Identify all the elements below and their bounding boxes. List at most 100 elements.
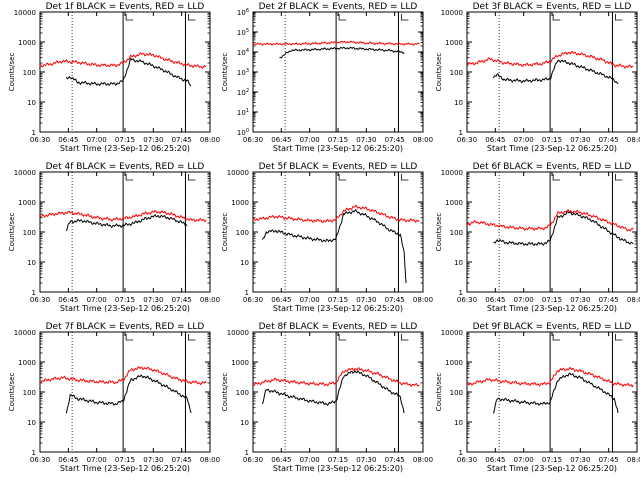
y-tick-label: 1000 <box>445 199 463 207</box>
marker-bracket <box>188 14 196 21</box>
marker-bracket <box>188 174 196 181</box>
events-series-line <box>261 209 407 284</box>
y-tick-label: 10 <box>454 419 463 427</box>
lld-series-line <box>252 204 420 224</box>
lld-series-line <box>39 52 207 69</box>
y-tick-label: 100 <box>23 69 36 77</box>
y-tick-label: 1 <box>459 289 463 297</box>
x-tick-label: 07:00 <box>514 456 534 464</box>
x-tick-label: 07:45 <box>172 296 192 304</box>
x-axis-label: Start Time (23-Sep-12 06:25:20) <box>60 304 190 313</box>
x-tick-label: 07:15 <box>542 136 562 144</box>
y-tick-label: 10 <box>27 99 36 107</box>
x-tick-label: 07:45 <box>599 296 619 304</box>
x-tick-label: 07:00 <box>514 296 534 304</box>
x-tick-label: 07:30 <box>143 296 163 304</box>
panel: Det 9f BLACK = Events, RED = LLD Counts/s… <box>435 322 640 473</box>
lld-series-line <box>39 366 207 385</box>
x-tick-label: 07:45 <box>599 136 619 144</box>
y-tick-label: 1 <box>245 289 249 297</box>
panel: Det 8f BLACK = Events, RED = LLD Counts/s… <box>221 322 433 473</box>
events-series-line <box>493 211 634 246</box>
x-axis-label: Start Time (23-Sep-12 06:25:20) <box>487 144 617 153</box>
y-axis-label: Counts/sec <box>221 53 229 92</box>
x-tick-label: 07:30 <box>143 136 163 144</box>
x-tick-label: 07:30 <box>570 296 590 304</box>
x-tick-label: 07:30 <box>143 456 163 464</box>
panel-title: Det 1f BLACK = Events, RED = LLD <box>46 2 205 12</box>
x-tick-label: 08:00 <box>627 456 640 464</box>
lld-series-line <box>252 40 420 46</box>
x-axis-label: Start Time (23-Sep-12 06:25:20) <box>273 304 403 313</box>
y-tick-label: 10000 <box>14 169 36 177</box>
x-tick-label: 06:45 <box>485 296 505 304</box>
x-tick-label: 08:00 <box>200 296 220 304</box>
x-tick-label: 07:00 <box>87 456 107 464</box>
x-tick-label: 07:45 <box>385 136 405 144</box>
x-tick-label: 06:30 <box>30 456 50 464</box>
x-tick-label: 07:30 <box>356 136 376 144</box>
y-tick-label: 10 <box>27 259 36 267</box>
y-tick-label: 103 <box>237 68 249 77</box>
x-axis-label: Start Time (23-Sep-12 06:25:20) <box>487 464 617 473</box>
x-tick-label: 07:45 <box>599 456 619 464</box>
x-tick-label: 07:45 <box>172 456 192 464</box>
x-tick-label: 07:30 <box>570 136 590 144</box>
y-tick-label: 100 <box>23 229 36 237</box>
marker-bracket <box>125 174 134 181</box>
x-tick-label: 06:30 <box>243 456 263 464</box>
x-tick-label: 07:15 <box>328 296 348 304</box>
marker-bracket <box>188 334 196 341</box>
y-tick-label: 1 <box>32 289 36 297</box>
plot-frame <box>39 331 211 453</box>
x-tick-label: 07:30 <box>356 456 376 464</box>
y-tick-label: 100 <box>450 229 463 237</box>
x-tick-label: 07:15 <box>115 296 135 304</box>
panel-title: Det 4f BLACK = Events, RED = LLD <box>46 162 205 172</box>
marker-bracket <box>338 334 347 341</box>
marker-bracket <box>401 334 409 341</box>
panel: Det 7f BLACK = Events, RED = LLD Counts/s… <box>8 322 220 473</box>
y-tick-label: 1000 <box>445 359 463 367</box>
x-tick-label: 07:00 <box>300 456 320 464</box>
lld-series-line <box>39 209 207 223</box>
x-tick-label: 07:00 <box>514 136 534 144</box>
x-tick-label: 07:30 <box>356 296 376 304</box>
y-tick-label: 1 <box>459 129 463 137</box>
plot-frame <box>252 331 424 453</box>
x-tick-label: 06:45 <box>58 136 78 144</box>
lld-series-line <box>466 50 634 69</box>
x-tick-label: 06:45 <box>271 296 291 304</box>
y-tick-label: 1 <box>245 449 249 457</box>
x-axis-label: Start Time (23-Sep-12 06:25:20) <box>273 464 403 473</box>
y-tick-label: 100 <box>23 389 36 397</box>
x-tick-label: 06:45 <box>271 456 291 464</box>
x-tick-label: 07:15 <box>115 136 135 144</box>
y-tick-label: 105 <box>237 28 249 37</box>
panel: Det 6f BLACK = Events, RED = LLD Counts/s… <box>435 162 640 313</box>
x-tick-label: 07:15 <box>328 456 348 464</box>
panel-title: Det 5f BLACK = Events, RED = LLD <box>259 162 418 172</box>
panel: Det 4f BLACK = Events, RED = LLD Counts/s… <box>8 162 220 313</box>
marker-bracket <box>552 14 561 21</box>
events-series-line <box>492 59 619 85</box>
marker-bracket <box>401 14 409 21</box>
panel-title: Det 7f BLACK = Events, RED = LLD <box>46 322 205 332</box>
x-tick-label: 07:15 <box>328 136 348 144</box>
y-axis-label: Counts/sec <box>221 373 229 412</box>
plot-frame <box>39 11 211 133</box>
x-tick-label: 07:00 <box>87 296 107 304</box>
y-tick-label: 102 <box>237 88 249 97</box>
plot-frame <box>466 171 638 293</box>
x-tick-label: 08:00 <box>200 456 220 464</box>
panel-title: Det 2f BLACK = Events, RED = LLD <box>259 2 418 12</box>
x-axis-label: Start Time (23-Sep-12 06:25:20) <box>487 304 617 313</box>
x-tick-label: 07:15 <box>542 456 562 464</box>
x-tick-label: 07:15 <box>115 456 135 464</box>
y-axis-label: Counts/sec <box>435 373 443 412</box>
marker-bracket <box>338 174 347 181</box>
y-axis-label: Counts/sec <box>8 53 16 92</box>
y-tick-label: 100 <box>236 389 249 397</box>
y-axis-label: Counts/sec <box>435 213 443 252</box>
